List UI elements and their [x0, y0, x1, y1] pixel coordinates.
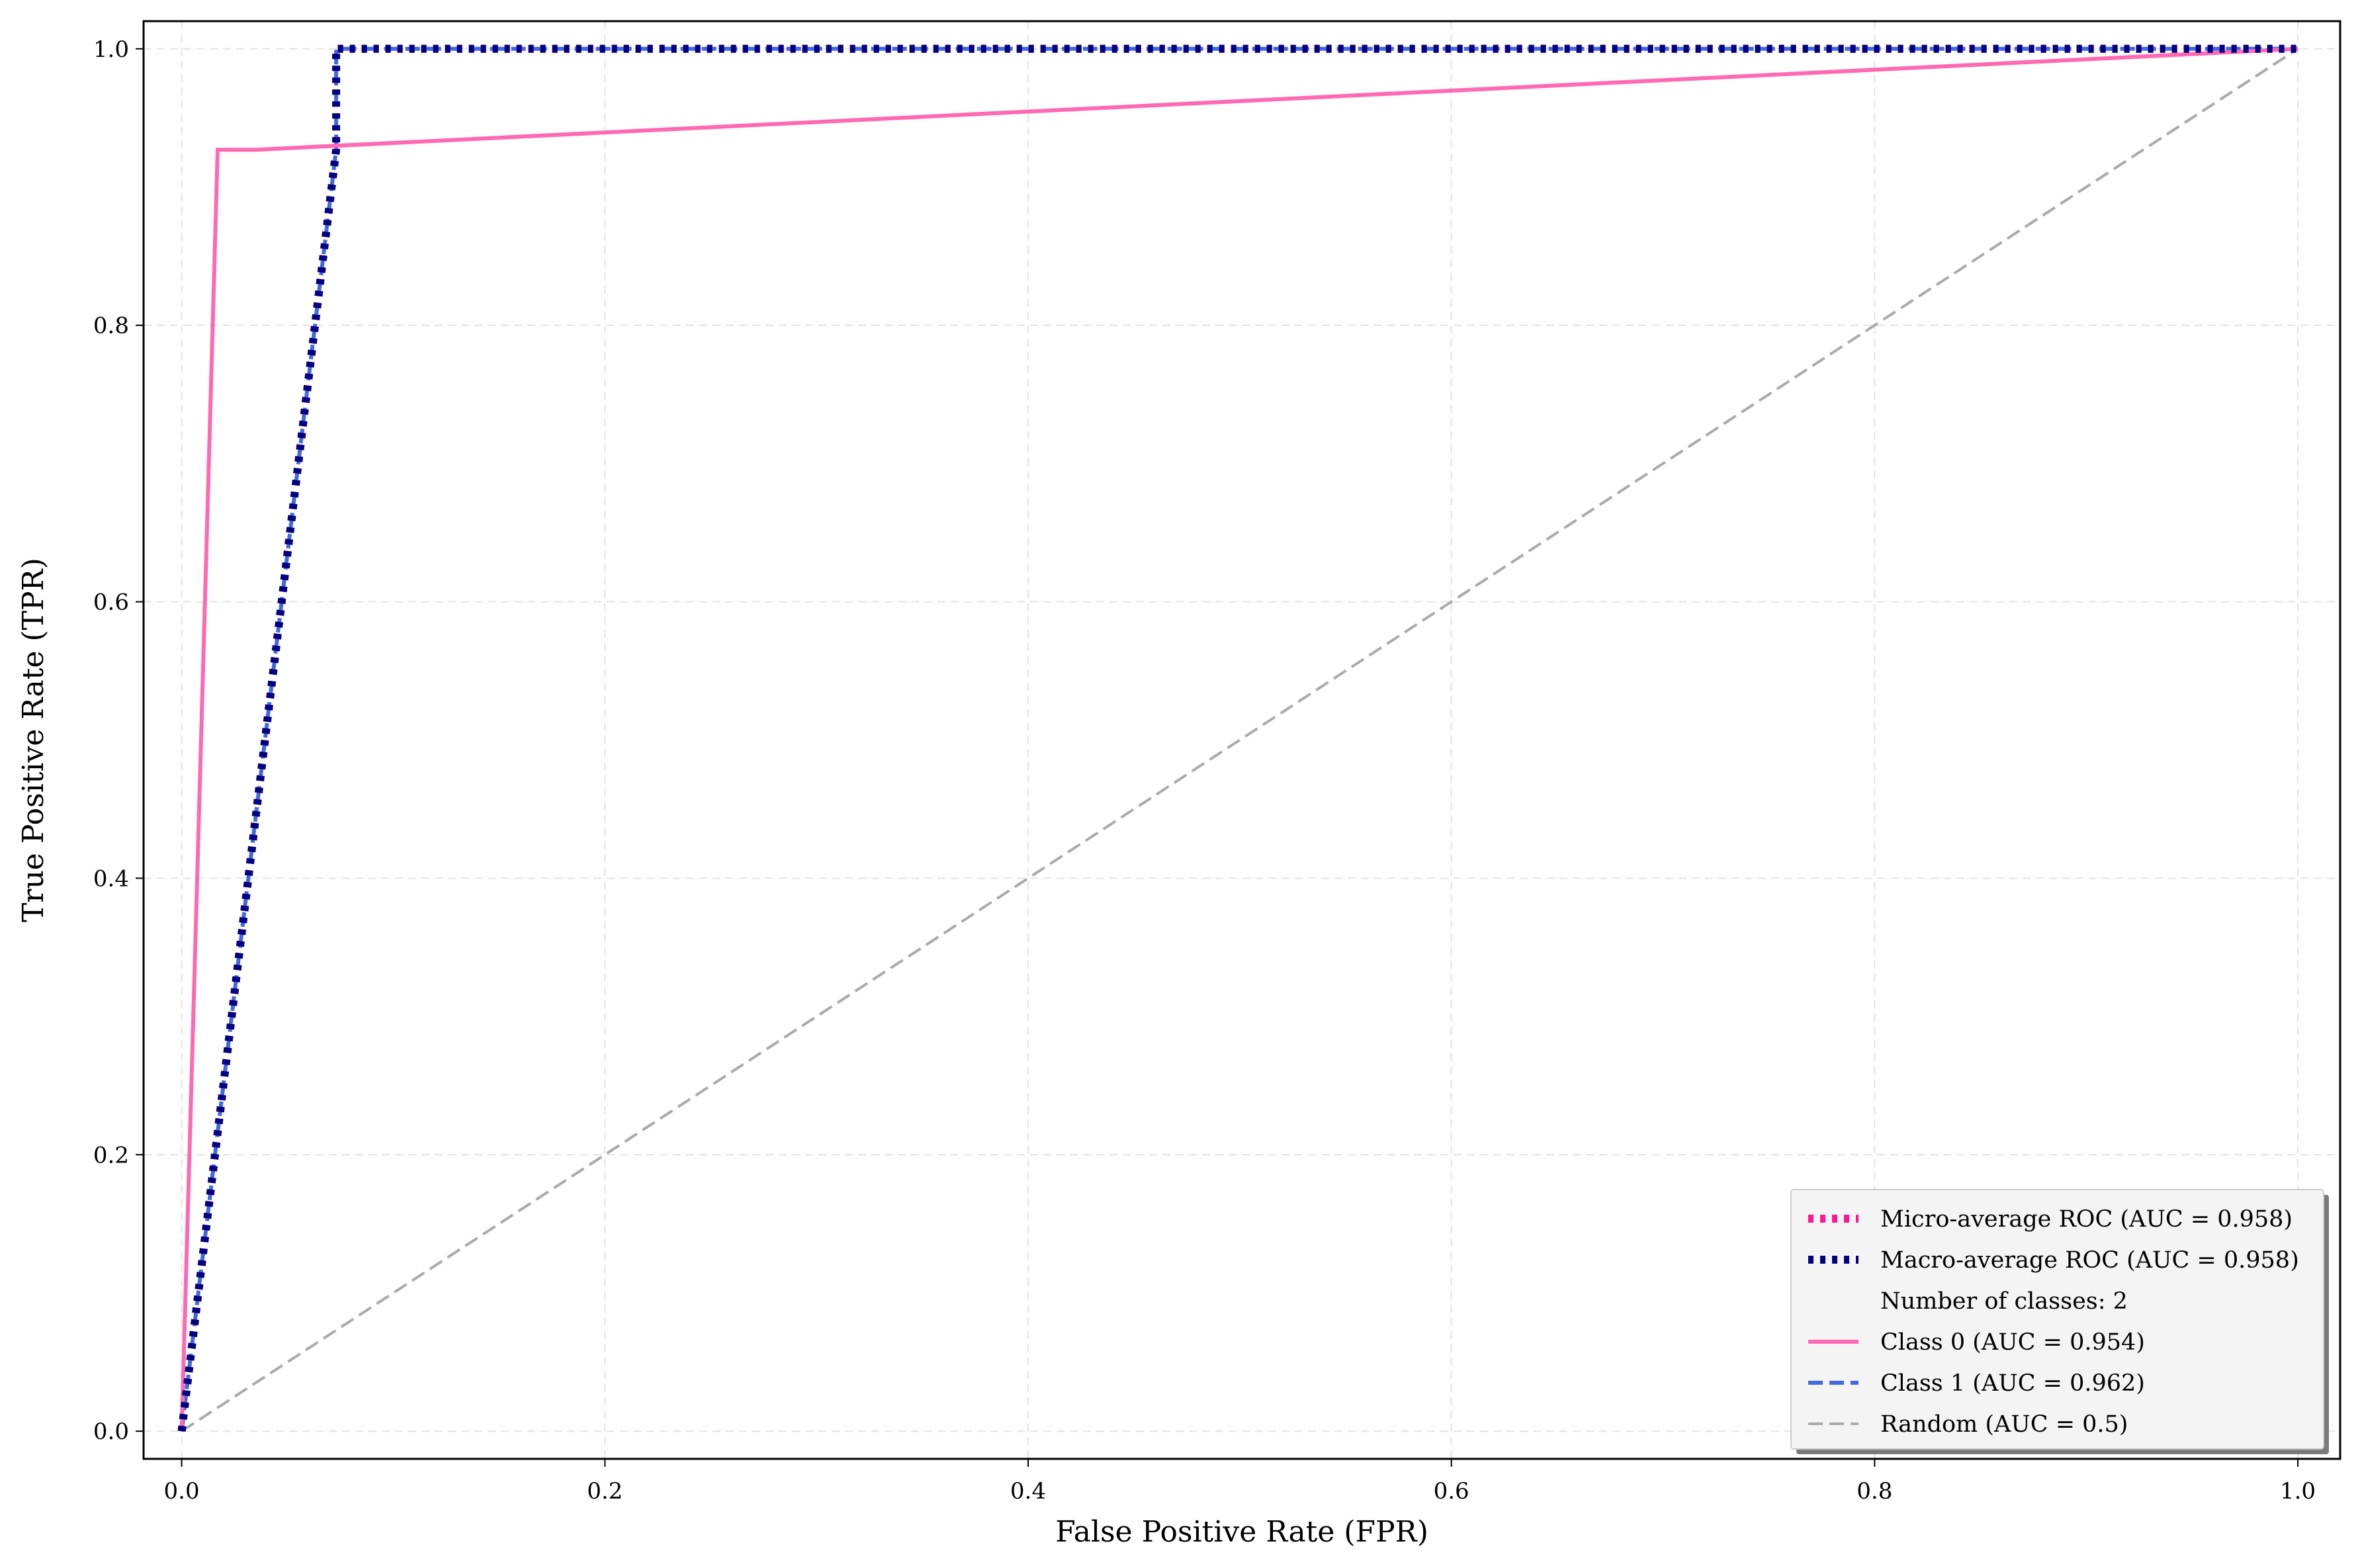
y-tick-label: 0.6 [93, 589, 129, 616]
series-line-4 [181, 48, 2299, 1432]
x-tick-label: 0.0 [164, 1478, 200, 1504]
series-line-2 [179, 46, 2298, 1432]
legend-entry-label: Class 1 (AUC = 0.962) [1880, 1370, 2145, 1397]
y-tick-label: 1.0 [93, 36, 129, 63]
x-tick-label: 0.4 [1010, 1478, 1046, 1504]
series-line-1 [177, 44, 2298, 1432]
y-tick-label: 0.4 [93, 865, 129, 892]
legend-box [1790, 1189, 2324, 1450]
x-tick-label: 0.6 [1434, 1478, 1469, 1504]
legend: Micro-average ROC (AUC = 0.958) Macro-ave… [1790, 1189, 2329, 1454]
legend-entry-label: Macro-average ROC (AUC = 0.958) [1880, 1247, 2299, 1274]
legend-entry-label: Class 0 (AUC = 0.954) [1880, 1329, 2145, 1356]
x-axis: 0.0 0.2 0.4 0.6 0.8 1.0 [164, 1459, 2316, 1504]
x-tick-label: 0.2 [587, 1478, 623, 1504]
plot-frame [142, 20, 2341, 1460]
x-tick-label: 1.0 [2280, 1478, 2316, 1504]
plot-series [177, 44, 2299, 1432]
legend-entry-label: Micro-average ROC (AUC = 0.958) [1880, 1206, 2293, 1233]
legend-entry-label: Random (AUC = 0.5) [1880, 1411, 2128, 1438]
x-tick-label: 0.8 [1857, 1478, 1892, 1504]
y-tick-label: 0.0 [93, 1418, 129, 1445]
y-axis: 0.0 0.2 0.4 0.6 0.8 1.0 [93, 36, 144, 1445]
x-axis-label: False Positive Rate (FPR) [1055, 1515, 1428, 1549]
y-axis-label: True Positive Rate (TPR) [17, 558, 50, 922]
legend-entry-label: Number of classes: 2 [1880, 1288, 2128, 1315]
y-tick-label: 0.8 [93, 313, 129, 339]
y-tick-label: 0.2 [93, 1142, 129, 1168]
